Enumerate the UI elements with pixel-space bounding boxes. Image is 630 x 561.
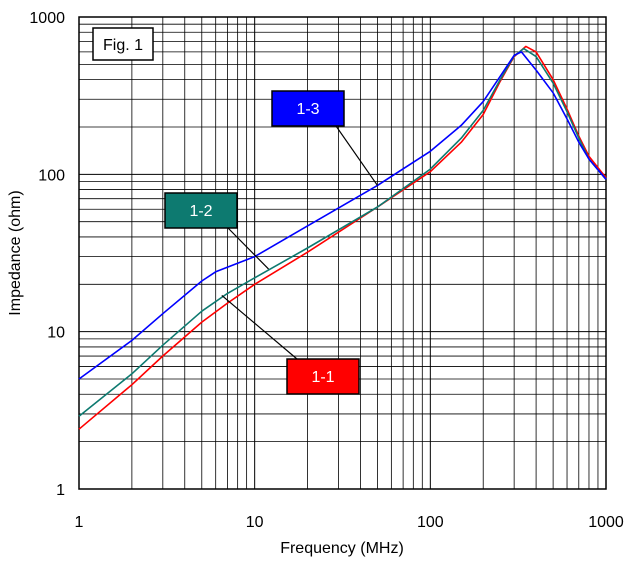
y-tick-labels: 1 10 100 1000 [29,10,65,499]
x-axis-title: Frequency (MHz) [280,540,404,557]
callout-1-2-label: 1-2 [189,203,212,220]
x-tick-label: 1 [75,514,84,531]
y-axis-title: Impedance (ohm) [7,190,24,315]
callout-1-2: 1-2 [164,192,238,229]
callout-1-3-label: 1-3 [296,101,319,118]
y-tick-label: 10 [47,325,65,342]
callout-1-3: 1-3 [271,90,345,127]
y-tick-label: 1 [56,482,65,499]
y-tick-label: 100 [38,167,65,184]
x-tick-label: 10 [246,514,264,531]
figure-label-box: Fig. 1 [92,27,154,61]
leader-line-1-2 [227,227,270,270]
series-line-1-3 [78,51,607,380]
callout-1-3-box [271,90,345,127]
series-group [78,45,607,430]
figure-label-frame [92,27,154,61]
x-tick-labels: 1 10 100 1000 [75,514,624,531]
series-line-1-2 [78,47,607,417]
callout-1-1: 1-1 [286,358,360,395]
callout-1-2-box [164,192,238,229]
chart-grid [79,17,606,489]
callout-leader-lines [221,125,378,360]
x-tick-label: 100 [417,514,444,531]
plot-frame [78,16,607,490]
leader-line-1-1 [221,294,298,360]
series-line-1-1 [78,45,607,430]
x-tick-label: 1000 [588,514,624,531]
callout-1-1-box [286,358,360,395]
y-tick-label: 1000 [29,10,65,27]
figure-label: Fig. 1 [103,37,143,54]
leader-line-1-3 [335,125,378,186]
callout-1-1-label: 1-1 [311,369,334,386]
